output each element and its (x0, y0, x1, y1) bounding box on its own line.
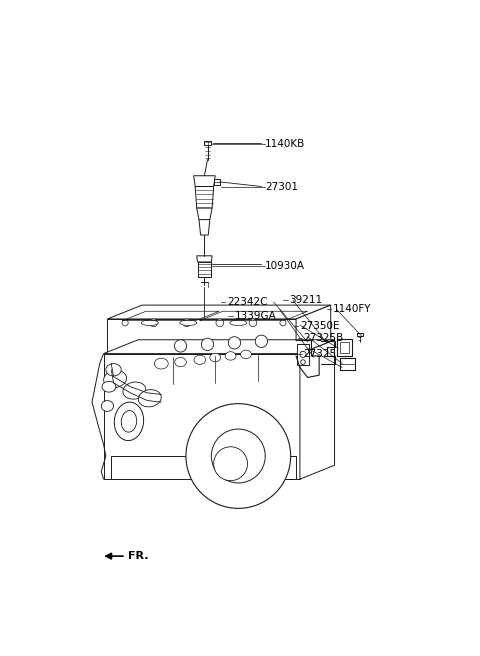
Ellipse shape (104, 371, 127, 388)
Text: 27350E: 27350E (300, 321, 339, 331)
Polygon shape (198, 262, 211, 277)
Bar (357, 333, 363, 336)
Ellipse shape (106, 363, 121, 376)
Circle shape (211, 429, 265, 483)
Circle shape (300, 352, 306, 358)
Circle shape (214, 447, 248, 481)
Ellipse shape (123, 382, 146, 399)
Circle shape (255, 335, 267, 348)
Circle shape (183, 319, 191, 327)
Ellipse shape (225, 352, 236, 360)
Circle shape (122, 319, 128, 326)
Text: FR.: FR. (128, 551, 149, 561)
Polygon shape (340, 358, 355, 370)
Circle shape (249, 319, 257, 327)
Ellipse shape (180, 320, 197, 325)
Text: 27325B: 27325B (304, 333, 344, 343)
Polygon shape (337, 339, 352, 356)
Polygon shape (104, 340, 335, 354)
Polygon shape (197, 208, 212, 220)
Text: 1339GA: 1339GA (234, 311, 276, 321)
Ellipse shape (114, 402, 144, 441)
Circle shape (300, 359, 305, 364)
Text: 1140KB: 1140KB (265, 139, 305, 149)
Polygon shape (104, 354, 300, 479)
Polygon shape (108, 319, 296, 354)
Circle shape (228, 337, 240, 349)
Circle shape (280, 319, 286, 326)
Polygon shape (111, 456, 296, 479)
Text: 1140FY: 1140FY (333, 304, 372, 314)
Ellipse shape (101, 401, 114, 411)
Circle shape (216, 319, 224, 327)
Text: 39211: 39211 (289, 295, 322, 306)
Circle shape (186, 403, 291, 508)
Ellipse shape (141, 320, 158, 325)
Ellipse shape (230, 320, 247, 325)
Text: 27301: 27301 (265, 182, 298, 192)
Polygon shape (300, 340, 335, 479)
Ellipse shape (194, 355, 205, 364)
Polygon shape (297, 344, 309, 365)
Text: 10930A: 10930A (265, 261, 305, 271)
Polygon shape (296, 305, 331, 354)
Polygon shape (195, 186, 214, 208)
Polygon shape (214, 179, 220, 185)
Ellipse shape (102, 381, 116, 392)
Ellipse shape (210, 353, 221, 361)
Polygon shape (193, 176, 215, 186)
Ellipse shape (121, 411, 137, 432)
Polygon shape (199, 220, 210, 235)
Ellipse shape (155, 358, 168, 369)
Text: 27325: 27325 (304, 350, 337, 359)
Polygon shape (197, 256, 212, 262)
Circle shape (150, 319, 157, 327)
Ellipse shape (175, 358, 186, 367)
Text: 22342C: 22342C (227, 297, 267, 307)
Ellipse shape (240, 350, 252, 359)
Polygon shape (340, 342, 349, 353)
Polygon shape (108, 305, 331, 319)
Bar (204, 140, 211, 144)
Ellipse shape (138, 390, 161, 407)
Circle shape (201, 338, 214, 350)
Circle shape (174, 340, 187, 352)
